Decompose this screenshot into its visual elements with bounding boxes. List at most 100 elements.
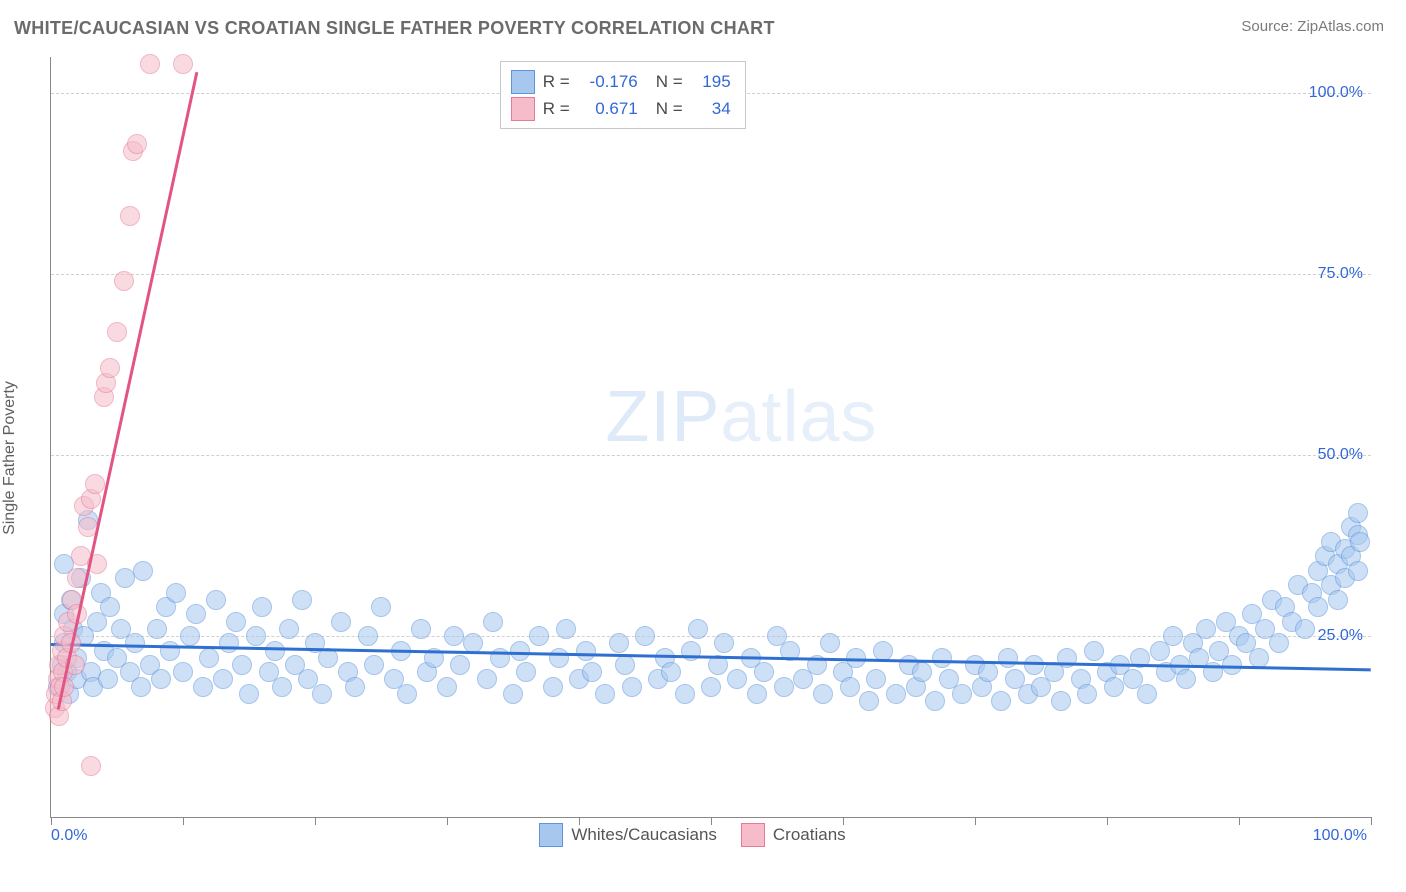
data-point <box>252 597 272 617</box>
data-point <box>133 561 153 581</box>
x-tick <box>975 817 976 825</box>
data-point <box>364 655 384 675</box>
legend-item: Whites/Caucasians <box>539 823 717 847</box>
y-tick-label: 25.0% <box>1318 627 1363 645</box>
data-point <box>246 626 266 646</box>
data-point <box>140 54 160 74</box>
data-point <box>1163 626 1183 646</box>
data-point <box>701 677 721 697</box>
data-point <box>1295 619 1315 639</box>
data-point <box>114 271 134 291</box>
data-point <box>239 684 259 704</box>
data-point <box>1024 655 1044 675</box>
x-end-label: 100.0% <box>1313 827 1367 845</box>
data-point <box>991 691 1011 711</box>
data-point <box>1077 684 1097 704</box>
data-point <box>1348 503 1368 523</box>
correlation-legend: R =-0.176N =195R =0.671N =34 <box>500 61 746 129</box>
n-value: 34 <box>691 95 731 122</box>
data-point <box>714 633 734 653</box>
data-point <box>483 612 503 632</box>
source-attribution: Source: ZipAtlas.com <box>1241 18 1384 35</box>
data-point <box>688 619 708 639</box>
data-point <box>125 633 145 653</box>
data-point <box>595 684 615 704</box>
data-point <box>556 619 576 639</box>
series-legend: Whites/Caucasians Croatians <box>539 823 845 847</box>
data-point <box>160 641 180 661</box>
data-point <box>272 677 292 697</box>
data-point <box>85 474 105 494</box>
data-point <box>1249 648 1269 668</box>
y-tick-label: 100.0% <box>1309 84 1363 102</box>
data-point <box>912 662 932 682</box>
data-point <box>622 677 642 697</box>
data-point <box>635 626 655 646</box>
data-point <box>1104 677 1124 697</box>
y-axis-label: Single Father Poverty <box>1 381 19 535</box>
data-point <box>925 691 945 711</box>
correlation-row: R =-0.176N =195 <box>511 68 731 95</box>
legend-swatch <box>741 823 765 847</box>
data-point <box>754 662 774 682</box>
data-point <box>98 669 118 689</box>
data-point <box>107 322 127 342</box>
data-point <box>279 619 299 639</box>
data-point <box>180 626 200 646</box>
y-tick-label: 50.0% <box>1318 446 1363 464</box>
plot-area: ZIPatlas 25.0%50.0%75.0%100.0%0.0%100.0%… <box>50 57 1371 818</box>
data-point <box>747 684 767 704</box>
data-point <box>131 677 151 697</box>
data-point <box>609 633 629 653</box>
data-point <box>147 619 167 639</box>
data-point <box>120 206 140 226</box>
data-point <box>213 669 233 689</box>
data-point <box>292 590 312 610</box>
data-point <box>932 648 952 668</box>
data-point <box>886 684 906 704</box>
watermark: ZIPatlas <box>605 376 877 458</box>
data-point <box>661 662 681 682</box>
data-point <box>166 583 186 603</box>
data-point <box>529 626 549 646</box>
data-point <box>371 597 391 617</box>
data-point <box>840 677 860 697</box>
r-value: -0.176 <box>578 68 638 95</box>
data-point <box>675 684 695 704</box>
data-point <box>81 756 101 776</box>
data-point <box>206 590 226 610</box>
x-tick <box>315 817 316 825</box>
data-point <box>1350 532 1370 552</box>
data-point <box>312 684 332 704</box>
n-value: 195 <box>691 68 731 95</box>
data-point <box>1269 633 1289 653</box>
legend-item: Croatians <box>741 823 846 847</box>
data-point <box>219 633 239 653</box>
data-point <box>873 641 893 661</box>
legend-swatch <box>539 823 563 847</box>
data-point <box>510 641 530 661</box>
r-value: 0.671 <box>578 95 638 122</box>
data-point <box>450 655 470 675</box>
source-prefix: Source: <box>1241 18 1297 35</box>
data-point <box>1196 619 1216 639</box>
data-point <box>437 677 457 697</box>
data-point <box>115 568 135 588</box>
x-tick <box>1107 817 1108 825</box>
data-point <box>1137 684 1157 704</box>
data-point <box>503 684 523 704</box>
x-start-label: 0.0% <box>51 827 87 845</box>
legend-swatch <box>511 70 535 94</box>
data-point <box>477 669 497 689</box>
data-point <box>186 604 206 624</box>
legend-label: Whites/Caucasians <box>571 825 717 845</box>
correlation-row: R =0.671N =34 <box>511 95 731 122</box>
data-point <box>444 626 464 646</box>
chart-title: WHITE/CAUCASIAN VS CROATIAN SINGLE FATHE… <box>14 18 775 39</box>
source-link[interactable]: ZipAtlas.com <box>1297 18 1384 35</box>
data-point <box>1328 590 1348 610</box>
trend-line <box>56 72 197 709</box>
data-point <box>226 612 246 632</box>
x-tick <box>447 817 448 825</box>
data-point <box>232 655 252 675</box>
